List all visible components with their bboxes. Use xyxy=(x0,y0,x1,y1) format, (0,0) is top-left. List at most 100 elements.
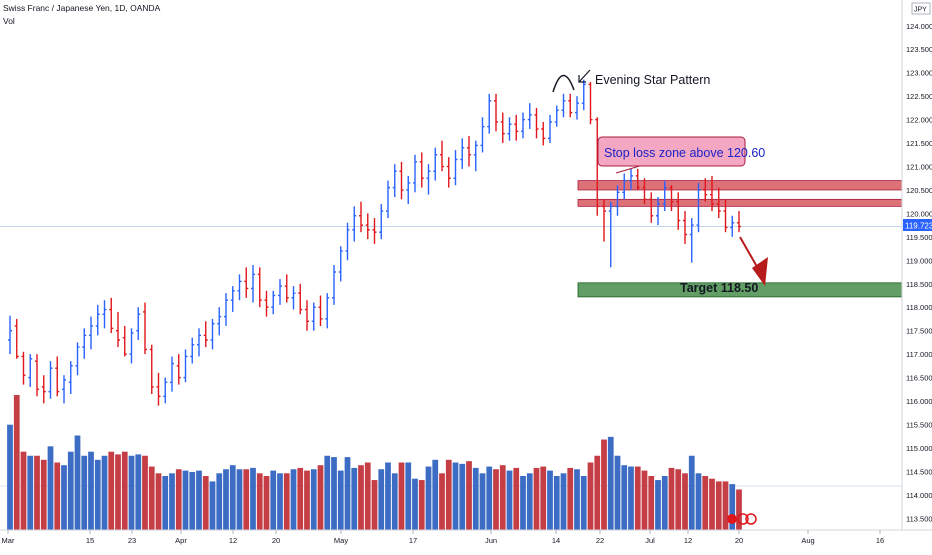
volume-bar xyxy=(317,465,324,530)
date-tick-label: Mar xyxy=(2,536,15,545)
volume-bar xyxy=(371,480,378,530)
ohlc-bar xyxy=(109,297,114,334)
volume-bar xyxy=(722,481,729,530)
ohlc-bar xyxy=(575,96,579,120)
price-tick-label: 119.500 xyxy=(906,233,932,242)
ohlc-bar xyxy=(548,114,552,144)
price-tick-label: 123.500 xyxy=(906,45,932,54)
price-tick-label: 118.000 xyxy=(906,303,932,312)
volume-bar xyxy=(331,457,337,530)
ohlc-bar xyxy=(116,311,120,348)
ohlc-bar xyxy=(554,105,559,127)
volume-bar xyxy=(655,480,661,530)
ohlc-bar xyxy=(338,246,343,282)
ohlc-bar xyxy=(514,114,519,141)
volume-bar xyxy=(641,470,648,530)
volume-bar xyxy=(115,454,121,530)
ohlc-bar xyxy=(35,354,39,397)
volume-bar xyxy=(47,446,54,530)
volume-bar xyxy=(304,470,310,530)
volume-bar xyxy=(688,455,695,530)
ohlc-bar xyxy=(264,290,269,317)
evening-star-label: Evening Star Pattern xyxy=(595,73,710,87)
volume-bar xyxy=(391,473,398,530)
ohlc-bar xyxy=(365,213,370,240)
ohlc-bar xyxy=(426,164,431,195)
volume-bar xyxy=(553,476,560,530)
price-tick-label: 113.500 xyxy=(906,514,932,523)
date-tick-label: 22 xyxy=(596,536,604,545)
price-tick-label: 121.000 xyxy=(906,163,932,172)
date-tick-label: 17 xyxy=(409,536,417,545)
volume-bar xyxy=(175,469,182,530)
ohlc-bar xyxy=(325,293,330,329)
ohlc-bar xyxy=(602,199,606,242)
volume-bar xyxy=(378,469,385,530)
resistance-zone-0 xyxy=(577,180,903,191)
volume-bar xyxy=(607,436,614,530)
volume-bar xyxy=(236,469,243,530)
volume-bar xyxy=(223,469,229,530)
volume-bar xyxy=(418,480,425,530)
target-arrow-head xyxy=(752,257,768,286)
last-price-badge-box xyxy=(903,219,932,231)
ohlc-bar xyxy=(642,178,647,205)
ohlc-bar xyxy=(14,318,19,359)
currency-badge[interactable]: JPY xyxy=(911,2,931,15)
volume-bar xyxy=(216,473,223,530)
ohlc-bar xyxy=(345,222,350,261)
date-tick-label: 20 xyxy=(735,536,743,545)
volume-bar xyxy=(81,455,88,530)
date-tick-label: 14 xyxy=(552,536,560,545)
volume-legend-label[interactable]: Vol xyxy=(3,16,15,26)
ohlc-bar xyxy=(318,295,323,326)
volume-bar xyxy=(88,451,94,530)
price-axis[interactable]: 124.000 123.500 123.000 122.500 122.000 121.5… xyxy=(901,0,932,530)
volume-bar xyxy=(506,470,513,530)
ohlc-bar xyxy=(561,93,566,118)
volume-bar xyxy=(61,465,67,530)
price-tick-label: 116.000 xyxy=(906,397,932,406)
ohlc-bar xyxy=(224,293,228,326)
ohlc-bar xyxy=(332,265,336,305)
volume-layer xyxy=(7,395,742,530)
volume-bar xyxy=(425,466,432,530)
chart-legend-title[interactable]: Swiss Franc / Japanese Yen, 1D, OANDA xyxy=(3,3,161,13)
volume-bar xyxy=(459,463,466,530)
volume-bar xyxy=(290,469,297,530)
volume-bar xyxy=(182,470,189,530)
volume-bar xyxy=(54,462,61,530)
date-tick-label: Apr xyxy=(175,536,187,545)
ohlc-bar xyxy=(500,112,505,144)
ohlc-bar xyxy=(581,79,586,111)
watermark-logo-dot xyxy=(727,514,737,524)
ohlc-bar xyxy=(595,117,600,216)
ohlc-bar xyxy=(460,138,465,169)
volume-bar xyxy=(243,469,250,530)
volume-bar xyxy=(202,476,209,530)
watermark-logo-ring-right xyxy=(745,513,757,525)
stop-loss-label: Stop loss zone above 120.60 xyxy=(604,146,765,160)
volume-bar xyxy=(445,459,452,530)
volume-bar xyxy=(229,465,236,530)
volume-bar xyxy=(513,467,520,530)
ohlc-bar xyxy=(190,337,195,364)
currency-badge-box xyxy=(911,2,931,15)
volume-bar xyxy=(715,481,722,530)
volume-bar xyxy=(344,457,351,530)
volume-bar xyxy=(594,455,601,530)
volume-bar xyxy=(351,467,358,530)
volume-bar xyxy=(432,459,439,530)
date-tick-label: Jun xyxy=(485,536,497,545)
volume-bar xyxy=(148,466,155,530)
ohlc-bar xyxy=(284,274,289,303)
ohlc-bar xyxy=(41,375,46,404)
volume-bar xyxy=(675,469,682,530)
volume-bar xyxy=(364,462,371,530)
ohlc-bar xyxy=(568,93,573,118)
volume-bar xyxy=(560,473,567,530)
date-axis[interactable]: Mar 15 23 Apr 12 20 May 17 Jun 14 22 Jul 12 20 Aug 16 xyxy=(0,529,932,545)
ohlc-bar xyxy=(696,182,701,233)
volume-bar xyxy=(648,476,655,530)
volume-bar xyxy=(499,465,506,530)
